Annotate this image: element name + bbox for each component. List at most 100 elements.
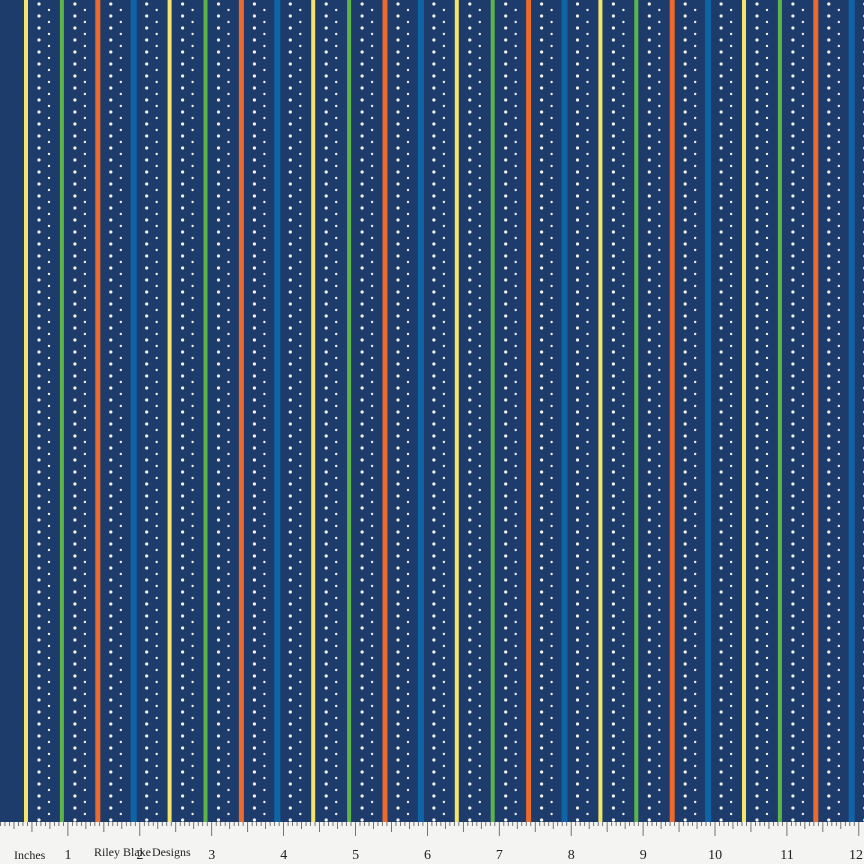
dot xyxy=(263,428,266,432)
dot xyxy=(370,632,374,636)
dot xyxy=(216,266,221,270)
dot xyxy=(694,560,697,564)
dot xyxy=(145,50,149,54)
dot xyxy=(801,224,805,228)
dot xyxy=(252,758,256,762)
dot xyxy=(540,482,544,486)
dot xyxy=(611,326,616,330)
dot xyxy=(47,332,51,336)
dot xyxy=(396,554,400,558)
dot xyxy=(432,554,436,558)
dot xyxy=(658,128,661,132)
dot xyxy=(801,656,805,660)
dot xyxy=(181,662,185,666)
dot xyxy=(468,326,472,330)
dot xyxy=(442,356,446,360)
dot xyxy=(216,662,221,666)
dot xyxy=(145,434,149,438)
dot xyxy=(729,608,733,612)
stripe xyxy=(130,0,137,822)
dot xyxy=(647,434,651,438)
dot xyxy=(514,44,517,48)
dot xyxy=(540,614,544,618)
dot xyxy=(586,224,589,228)
dot xyxy=(647,26,651,30)
dot xyxy=(575,674,580,678)
dot xyxy=(406,800,410,804)
dot xyxy=(658,32,661,36)
dot xyxy=(765,236,769,240)
dot xyxy=(468,398,472,402)
dot xyxy=(504,122,508,126)
dot xyxy=(827,122,831,126)
dot xyxy=(514,548,517,552)
dot xyxy=(694,392,697,396)
dot xyxy=(729,452,733,456)
dot xyxy=(729,224,733,228)
dot xyxy=(622,380,625,384)
dot xyxy=(263,212,266,216)
dot xyxy=(73,398,77,402)
dot xyxy=(575,374,580,378)
dot xyxy=(550,716,553,720)
dot xyxy=(504,758,508,762)
dot xyxy=(504,506,508,510)
dot xyxy=(252,626,256,630)
dot xyxy=(263,524,266,528)
dot xyxy=(432,542,436,546)
dot xyxy=(181,98,185,102)
dot xyxy=(191,140,194,144)
dot xyxy=(288,674,292,678)
dot xyxy=(755,542,759,546)
dot xyxy=(658,164,661,168)
dot xyxy=(216,482,221,486)
ruler-unit: Inches xyxy=(14,848,46,862)
dot xyxy=(191,392,194,396)
dot xyxy=(37,266,41,270)
dot xyxy=(406,776,410,780)
dot xyxy=(550,260,553,264)
dot xyxy=(396,158,400,162)
dot xyxy=(288,794,292,798)
dot xyxy=(719,710,723,714)
dot xyxy=(155,380,158,384)
dot xyxy=(288,650,292,654)
dot xyxy=(647,206,651,210)
dot xyxy=(119,308,123,312)
dot xyxy=(827,134,831,138)
dot xyxy=(37,578,41,582)
dot xyxy=(514,692,517,696)
dot xyxy=(288,554,292,558)
dot xyxy=(73,26,77,30)
dot xyxy=(729,344,733,348)
dot xyxy=(47,428,51,432)
dot xyxy=(478,308,481,312)
dot xyxy=(73,578,77,582)
dot xyxy=(396,794,400,798)
dot xyxy=(765,176,769,180)
dot xyxy=(191,368,194,372)
dot xyxy=(550,44,553,48)
dot xyxy=(263,812,266,816)
dot xyxy=(335,476,338,480)
dot xyxy=(837,224,840,228)
dot xyxy=(263,596,266,600)
dot xyxy=(729,152,733,156)
dot xyxy=(109,38,113,42)
dot xyxy=(83,32,87,36)
dot xyxy=(837,308,840,312)
dot xyxy=(801,704,805,708)
dot xyxy=(658,416,661,420)
dot xyxy=(252,566,256,570)
dot xyxy=(252,170,256,174)
dot xyxy=(550,560,553,564)
dot xyxy=(109,314,113,318)
dot xyxy=(406,20,410,24)
dot xyxy=(442,524,446,528)
dot xyxy=(468,410,472,414)
dot xyxy=(406,632,410,636)
dot xyxy=(335,8,338,12)
dot xyxy=(73,626,77,630)
dot xyxy=(514,152,517,156)
dot xyxy=(504,674,508,678)
